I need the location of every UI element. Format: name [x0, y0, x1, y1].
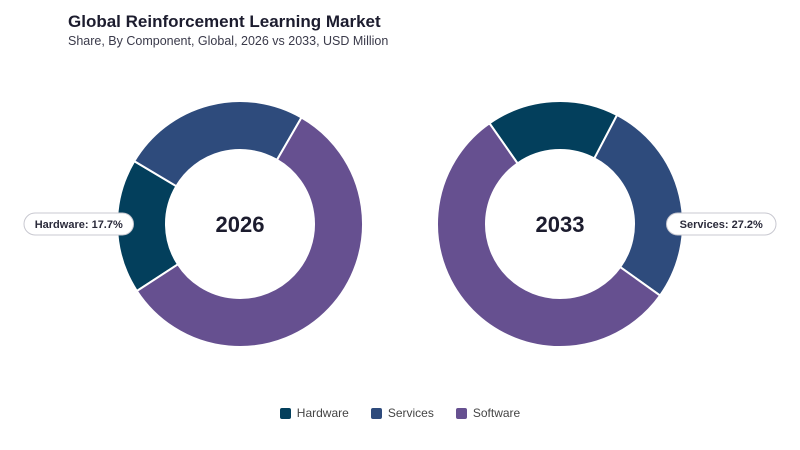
donut-slice-2026-software[interactable] [135, 116, 364, 348]
legend-label-software: Software [472, 406, 521, 420]
legend-item-services[interactable]: Services [370, 406, 434, 420]
legend-item-hardware[interactable]: Hardware [279, 406, 349, 420]
donut-slice-2026-services[interactable] [132, 100, 303, 188]
callout-2026: Hardware: 17.7% [23, 212, 134, 236]
legend-label-hardware: Hardware [296, 406, 349, 420]
callout-text-2026: Hardware: 17.7% [35, 219, 123, 231]
legend: Hardware Services Software [0, 406, 800, 420]
donut-slice-2033-software[interactable] [436, 121, 662, 348]
legend-swatch-services [370, 407, 382, 419]
callout-box-2026 [23, 212, 134, 236]
chart-title: Global Reinforcement Learning Market [68, 12, 381, 31]
legend-label-services: Services [387, 406, 434, 420]
donut-slice-2033-services[interactable] [592, 113, 684, 297]
chart-subtitle: Share, By Component, Global, 2026 vs 203… [68, 34, 389, 48]
callout-text-2033: Services: 27.2% [680, 219, 763, 231]
donut-center-label-2026: 2026 [216, 212, 265, 237]
legend-swatch-hardware [279, 407, 291, 419]
callout-2033: Services: 27.2% [666, 212, 777, 236]
legend-item-software[interactable]: Software [455, 406, 521, 420]
legend-swatch-software [455, 407, 467, 419]
donut-center-label-2033: 2033 [536, 212, 585, 237]
callout-box-2033 [666, 212, 777, 236]
